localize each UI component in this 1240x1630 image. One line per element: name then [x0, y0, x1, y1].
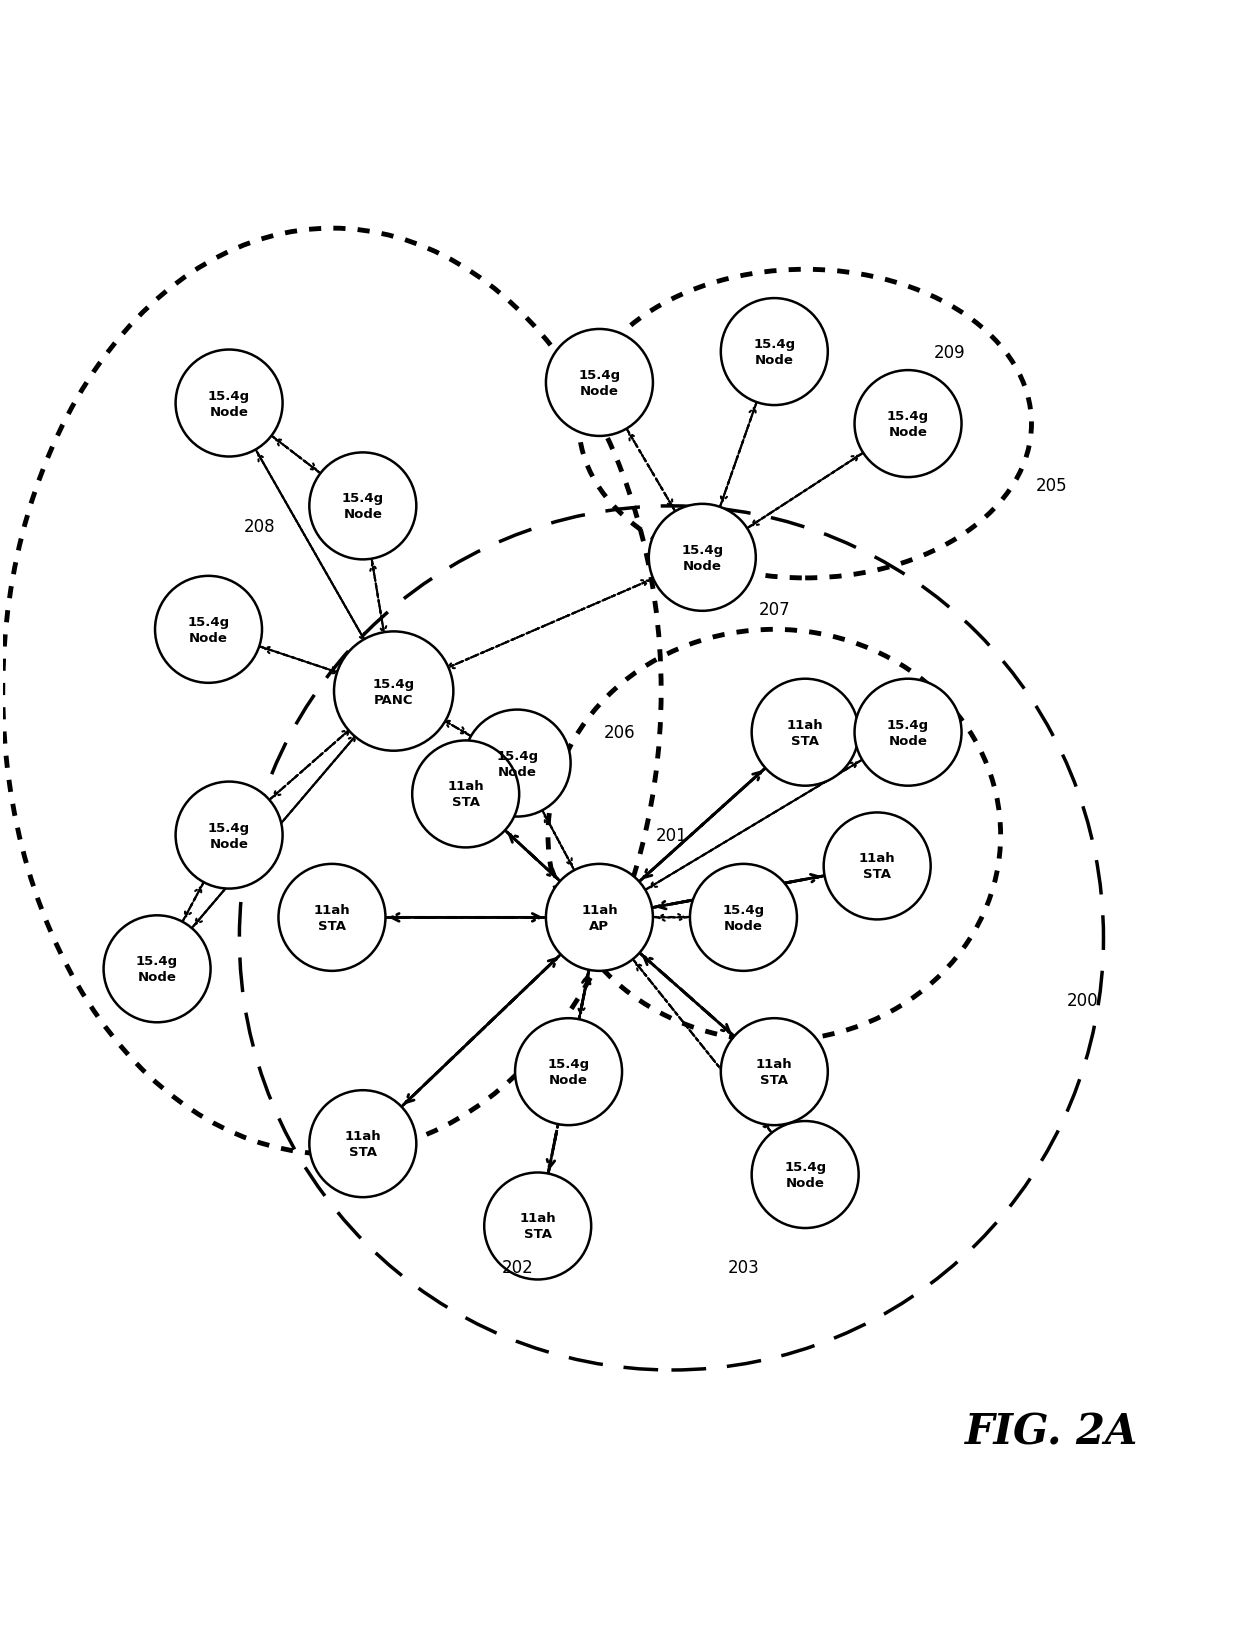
Circle shape	[720, 1019, 828, 1125]
Text: 200: 200	[1068, 991, 1099, 1009]
Circle shape	[464, 711, 570, 817]
Circle shape	[649, 505, 756, 611]
Circle shape	[176, 782, 283, 888]
Circle shape	[309, 1090, 417, 1198]
Text: 15.4g
Node: 15.4g Node	[887, 719, 929, 747]
Circle shape	[546, 864, 653, 971]
Circle shape	[334, 632, 454, 751]
Text: 15.4g
Node: 15.4g Node	[136, 955, 179, 983]
Circle shape	[546, 329, 653, 437]
Text: FIG. 2A: FIG. 2A	[966, 1412, 1138, 1452]
Circle shape	[279, 864, 386, 971]
Text: 15.4g
Node: 15.4g Node	[887, 409, 929, 438]
Text: 11ah
STA: 11ah STA	[787, 719, 823, 747]
Text: 11ah
STA: 11ah STA	[314, 903, 350, 932]
Text: 205: 205	[1037, 478, 1068, 496]
Text: 208: 208	[244, 518, 275, 536]
Text: 15.4g
Node: 15.4g Node	[548, 1058, 590, 1087]
Text: 11ah
STA: 11ah STA	[520, 1211, 556, 1240]
Text: 15.4g
Node: 15.4g Node	[208, 390, 250, 419]
Text: 207: 207	[759, 600, 790, 618]
Text: 209: 209	[934, 344, 965, 362]
Circle shape	[854, 372, 961, 478]
Text: 11ah
AP: 11ah AP	[582, 903, 618, 932]
Text: 15.4g
Node: 15.4g Node	[342, 492, 384, 522]
Circle shape	[823, 813, 931, 919]
Circle shape	[854, 680, 961, 786]
Text: 202: 202	[501, 1258, 533, 1276]
Text: 15.4g
Node: 15.4g Node	[784, 1161, 826, 1190]
Text: 15.4g
Node: 15.4g Node	[578, 368, 620, 398]
Circle shape	[751, 680, 858, 786]
Circle shape	[720, 298, 828, 406]
Text: 15.4g
PANC: 15.4g PANC	[373, 676, 414, 706]
Circle shape	[751, 1121, 858, 1229]
Text: 15.4g
Node: 15.4g Node	[208, 822, 250, 851]
Circle shape	[412, 742, 520, 848]
Text: 11ah
STA: 11ah STA	[345, 1130, 381, 1159]
Circle shape	[155, 577, 262, 683]
Text: 203: 203	[728, 1258, 759, 1276]
Text: 15.4g
Node: 15.4g Node	[723, 903, 765, 932]
Text: 15.4g
Node: 15.4g Node	[753, 337, 795, 367]
Text: 11ah
STA: 11ah STA	[448, 779, 484, 808]
Text: 201: 201	[656, 826, 687, 844]
Circle shape	[176, 350, 283, 458]
Text: 15.4g
Node: 15.4g Node	[187, 616, 229, 644]
Circle shape	[104, 916, 211, 1022]
Circle shape	[689, 864, 797, 971]
Circle shape	[515, 1019, 622, 1125]
Text: 206: 206	[604, 724, 636, 742]
Text: 15.4g
Node: 15.4g Node	[681, 543, 723, 572]
Circle shape	[484, 1172, 591, 1280]
Text: 11ah
STA: 11ah STA	[756, 1058, 792, 1087]
Circle shape	[309, 453, 417, 561]
Text: 11ah
STA: 11ah STA	[859, 852, 895, 880]
Text: 15.4g
Node: 15.4g Node	[496, 750, 538, 778]
